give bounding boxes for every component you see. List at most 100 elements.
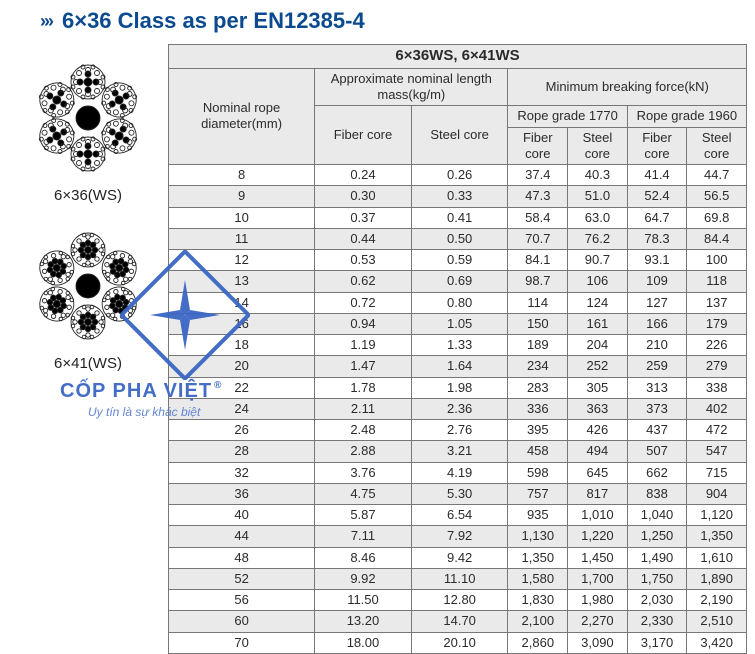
table-cell: 2,270 bbox=[568, 611, 628, 632]
table-row: 529.9211.101,5801,7001,7501,890 bbox=[169, 568, 747, 589]
col-grade-1960: Rope grade 1960 bbox=[627, 106, 746, 127]
table-cell: 56 bbox=[169, 590, 315, 611]
table-cell: 24 bbox=[169, 398, 315, 419]
table-cell: 1.98 bbox=[411, 377, 508, 398]
table-cell: 18 bbox=[169, 335, 315, 356]
table-cell: 47.3 bbox=[508, 186, 568, 207]
table-cell: 106 bbox=[568, 271, 628, 292]
table-row: 110.440.5070.776.278.384.4 bbox=[169, 228, 747, 249]
table-cell: 0.72 bbox=[315, 292, 412, 313]
table-cell: 0.62 bbox=[315, 271, 412, 292]
col-mass: Approximate nominal length mass(kg/m) bbox=[315, 68, 508, 106]
table-cell: 32 bbox=[169, 462, 315, 483]
col-mass-fiber: Fiber core bbox=[315, 106, 412, 165]
table-cell: 124 bbox=[568, 292, 628, 313]
table-row: 6013.2014.702,1002,2702,3302,510 bbox=[169, 611, 747, 632]
table-cell: 252 bbox=[568, 356, 628, 377]
table-cell: 904 bbox=[687, 483, 747, 504]
table-cell: 5.87 bbox=[315, 505, 412, 526]
table-cell: 14.70 bbox=[411, 611, 508, 632]
chevron-icon: ››› bbox=[40, 11, 52, 32]
table-cell: 2,030 bbox=[627, 590, 687, 611]
table-row: 160.941.05150161166179 bbox=[169, 313, 747, 334]
table-cell: 70.7 bbox=[508, 228, 568, 249]
table-cell: 1,220 bbox=[568, 526, 628, 547]
table-cell: 166 bbox=[627, 313, 687, 334]
table-cell: 1,350 bbox=[508, 547, 568, 568]
table-cell: 52.4 bbox=[627, 186, 687, 207]
table-cell: 426 bbox=[568, 420, 628, 441]
diagrams-column: 6×36(WS) bbox=[8, 44, 168, 654]
table-cell: 7.92 bbox=[411, 526, 508, 547]
table-cell: 2.48 bbox=[315, 420, 412, 441]
rope-diagram-6x41 bbox=[28, 226, 148, 346]
table-cell: 1.78 bbox=[315, 377, 412, 398]
table-cell: 1,610 bbox=[687, 547, 747, 568]
table-cell: 8 bbox=[169, 165, 315, 186]
col-1770-steel: Steel core bbox=[568, 127, 628, 165]
table-row: 5611.5012.801,8301,9802,0302,190 bbox=[169, 590, 747, 611]
table-cell: 283 bbox=[508, 377, 568, 398]
table-cell: 7.11 bbox=[315, 526, 412, 547]
page-title: 6×36 Class as per EN12385-4 bbox=[62, 8, 365, 34]
table-cell: 0.59 bbox=[411, 250, 508, 271]
table-cell: 20 bbox=[169, 356, 315, 377]
table-cell: 1,700 bbox=[568, 568, 628, 589]
table-cell: 12 bbox=[169, 250, 315, 271]
table-cell: 20.10 bbox=[411, 632, 508, 653]
table-cell: 4.19 bbox=[411, 462, 508, 483]
table-row: 488.469.421,3501,4501,4901,610 bbox=[169, 547, 747, 568]
table-cell: 3.76 bbox=[315, 462, 412, 483]
table-cell: 189 bbox=[508, 335, 568, 356]
table-cell: 11 bbox=[169, 228, 315, 249]
table-cell: 22 bbox=[169, 377, 315, 398]
table-cell: 437 bbox=[627, 420, 687, 441]
table-cell: 338 bbox=[687, 377, 747, 398]
table-cell: 210 bbox=[627, 335, 687, 356]
table-cell: 1,890 bbox=[687, 568, 747, 589]
table-row: 100.370.4158.463.064.769.8 bbox=[169, 207, 747, 228]
table-cell: 547 bbox=[687, 441, 747, 462]
table-cell: 44.7 bbox=[687, 165, 747, 186]
table-cell: 0.33 bbox=[411, 186, 508, 207]
table-cell: 0.44 bbox=[315, 228, 412, 249]
table-cell: 3,420 bbox=[687, 632, 747, 653]
table-cell: 41.4 bbox=[627, 165, 687, 186]
table-cell: 56.5 bbox=[687, 186, 747, 207]
table-cell: 494 bbox=[568, 441, 628, 462]
col-grade-1770: Rope grade 1770 bbox=[508, 106, 627, 127]
table-cell: 14 bbox=[169, 292, 315, 313]
table-title: 6×36WS, 6×41WS bbox=[169, 45, 747, 69]
table-cell: 3.21 bbox=[411, 441, 508, 462]
table-cell: 60 bbox=[169, 611, 315, 632]
table-cell: 935 bbox=[508, 505, 568, 526]
table-cell: 13 bbox=[169, 271, 315, 292]
table-row: 140.720.80114124127137 bbox=[169, 292, 747, 313]
table-cell: 16 bbox=[169, 313, 315, 334]
table-cell: 1,010 bbox=[568, 505, 628, 526]
table-cell: 127 bbox=[627, 292, 687, 313]
table-cell: 2.36 bbox=[411, 398, 508, 419]
table-cell: 64.7 bbox=[627, 207, 687, 228]
table-row: 323.764.19598645662715 bbox=[169, 462, 747, 483]
table-row: 80.240.2637.440.341.444.7 bbox=[169, 165, 747, 186]
table-cell: 90.7 bbox=[568, 250, 628, 271]
table-cell: 51.0 bbox=[568, 186, 628, 207]
table-cell: 715 bbox=[687, 462, 747, 483]
table-row: 221.781.98283305313338 bbox=[169, 377, 747, 398]
table-cell: 36 bbox=[169, 483, 315, 504]
table-row: 405.876.549351,0101,0401,120 bbox=[169, 505, 747, 526]
table-row: 242.112.36336363373402 bbox=[169, 398, 747, 419]
table-cell: 1,750 bbox=[627, 568, 687, 589]
table-cell: 226 bbox=[687, 335, 747, 356]
table-cell: 18.00 bbox=[315, 632, 412, 653]
table-cell: 98.7 bbox=[508, 271, 568, 292]
table-cell: 118 bbox=[687, 271, 747, 292]
table-cell: 507 bbox=[627, 441, 687, 462]
table-cell: 109 bbox=[627, 271, 687, 292]
table-cell: 179 bbox=[687, 313, 747, 334]
table-cell: 69.8 bbox=[687, 207, 747, 228]
table-cell: 9.42 bbox=[411, 547, 508, 568]
table-cell: 1,450 bbox=[568, 547, 628, 568]
table-cell: 12.80 bbox=[411, 590, 508, 611]
